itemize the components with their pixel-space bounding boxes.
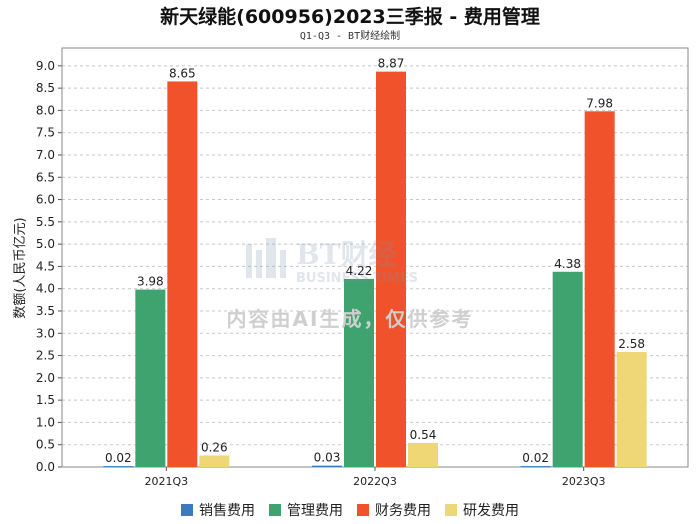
bar-2023Q3-研发费用 (616, 351, 647, 467)
chart-title: 新天绿能(600956)2023三季报 - 费用管理 (160, 6, 540, 28)
axes: 0.0 0.5 1.0 1.5 2.0 2.5 3.0 3.5 4.0 4.5 5.0 5.5 6.0 6… (36, 47, 689, 488)
x-tick-label: 2023Q3 (562, 475, 606, 488)
legend-item: 销售费用 (181, 500, 255, 520)
legend-item: 研发费用 (445, 500, 519, 520)
bar-2022Q3-管理费用 (344, 278, 374, 467)
bt-logo-watermark: BT财经 BUSINESS TIMES (246, 238, 418, 286)
legend-swatch (445, 504, 457, 516)
data-label: 0.02 (522, 451, 549, 465)
data-label: 3.98 (137, 275, 164, 289)
data-label: 4.38 (554, 257, 581, 271)
y-tick-label: 0.0 (36, 460, 55, 474)
chart-legend: 销售费用 管理费用 财务费用 研发费用 (0, 500, 700, 520)
y-tick-label: 0.5 (36, 438, 55, 452)
bars (103, 71, 647, 468)
y-tick-label: 4.0 (36, 282, 55, 296)
y-tick-label: 8.5 (36, 81, 55, 95)
bar-2023Q3-财务费用 (584, 111, 615, 467)
bar-2023Q3-销售费用 (520, 466, 551, 468)
bar-2022Q3-研发费用 (408, 442, 438, 467)
legend-label: 销售费用 (199, 503, 255, 519)
y-tick-label: 7.0 (36, 148, 55, 162)
y-tick-label: 2.5 (36, 349, 55, 363)
bar-2021Q3-管理费用 (135, 289, 166, 467)
legend-item: 管理费用 (269, 500, 343, 520)
y-tick-label: 6.0 (36, 193, 55, 207)
data-label: 0.02 (105, 451, 132, 465)
data-label: 0.54 (410, 428, 437, 442)
y-tick-label: 4.5 (36, 259, 55, 273)
bar-2022Q3-销售费用 (312, 465, 342, 467)
legend-swatch (357, 504, 369, 516)
y-axis-label: 数额(人民币亿元) (13, 217, 28, 318)
svg-text:BUSINESS TIMES: BUSINESS TIMES (296, 271, 418, 286)
data-labels: 0.02 3.98 8.65 0.26 0.03 4.22 8.87 0.54 0.02 4.38… (105, 57, 645, 465)
svg-text:BT财经: BT财经 (296, 238, 397, 271)
data-label: 0.03 (314, 451, 341, 465)
bar-2021Q3-销售费用 (103, 466, 134, 468)
grid-lines (62, 65, 688, 446)
data-label: 2.58 (618, 337, 645, 351)
bar-2021Q3-研发费用 (199, 455, 230, 467)
y-tick-label: 1.0 (36, 415, 55, 429)
y-tick-label: 1.5 (36, 393, 55, 407)
chart-subtitle: Q1-Q3 - BT财经绘制 (299, 31, 401, 42)
bar-2021Q3-财务费用 (167, 81, 198, 468)
legend-item: 财务费用 (357, 500, 431, 520)
legend-label: 研发费用 (463, 503, 519, 519)
data-label: 8.87 (378, 57, 405, 71)
data-label: 8.65 (169, 66, 196, 80)
y-tick-label: 5.0 (36, 237, 55, 251)
y-tick-label: 3.5 (36, 304, 55, 318)
y-tick-label: 9.0 (36, 59, 55, 73)
legend-label: 管理费用 (287, 503, 343, 519)
data-label: 0.26 (201, 440, 228, 454)
legend-label: 财务费用 (375, 503, 431, 519)
y-tick-label: 7.5 (36, 126, 55, 140)
y-tick-label: 2.0 (36, 371, 55, 385)
x-tick-label: 2022Q3 (353, 475, 397, 488)
y-tick-label: 3.0 (36, 326, 55, 340)
bar-2023Q3-管理费用 (552, 271, 583, 467)
bar-2022Q3-财务费用 (376, 71, 406, 468)
legend-swatch (181, 504, 193, 516)
data-label: 7.98 (586, 96, 613, 110)
y-tick-label: 5.5 (36, 215, 55, 229)
ai-notice-watermark: 内容由AI生成，仅供参考 (226, 307, 474, 331)
data-label: 4.22 (346, 264, 373, 278)
y-tick-label: 6.5 (36, 170, 55, 184)
x-tick-label: 2021Q3 (145, 475, 189, 488)
y-tick-label: 8.0 (36, 103, 55, 117)
legend-swatch (269, 504, 281, 516)
